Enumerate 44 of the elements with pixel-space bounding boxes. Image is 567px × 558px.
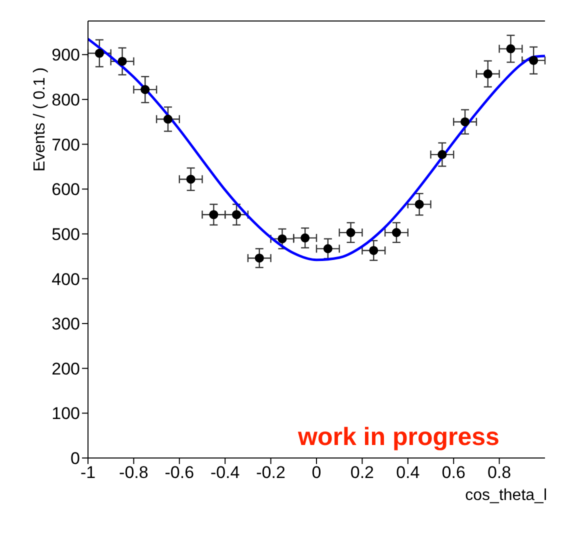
x-tick-label: 0.4 (396, 463, 420, 482)
y-tick-label: 600 (52, 180, 80, 200)
point (414, 200, 424, 209)
point (506, 44, 516, 54)
y-tick-label: 400 (52, 270, 80, 289)
point (232, 210, 242, 220)
point (163, 114, 172, 124)
x-tick-label: 0 (312, 463, 322, 482)
y-tick-label: 0 (70, 449, 80, 468)
point (323, 244, 332, 254)
x-tick-label: -1 (80, 463, 96, 482)
y-tick-label: 100 (52, 404, 80, 424)
annotation: work in progress (298, 423, 500, 452)
point (140, 85, 150, 94)
y-tick-label: 900 (52, 46, 80, 65)
y-tick-label: 300 (52, 314, 80, 334)
point (300, 233, 310, 242)
x-tick-label: 0.6 (442, 463, 466, 482)
line-series (88, 38, 545, 262)
point (529, 56, 538, 65)
y-tick-label: 500 (52, 224, 80, 244)
x-axis-title: cos_theta_l (465, 487, 547, 504)
point (346, 228, 356, 238)
x-tick-label: -0.6 (164, 463, 194, 482)
point (460, 117, 470, 126)
point (118, 56, 127, 66)
x-tick-label: 0.2 (350, 463, 374, 482)
point (209, 210, 218, 220)
point (278, 234, 287, 244)
x-tick-label: -0.4 (210, 463, 240, 482)
y-tick-label: 800 (52, 90, 80, 110)
x-tick-label: -0.8 (119, 463, 148, 482)
y-axis-title: Events / ( 0.1 ) (32, 67, 49, 172)
point (186, 174, 196, 184)
y-tick-label: 200 (52, 359, 80, 378)
point (254, 254, 264, 263)
y-tick-label: 700 (52, 135, 80, 154)
point (438, 150, 447, 160)
x-tick-label: 0.8 (487, 463, 512, 482)
x-tick-label: -0.2 (256, 463, 286, 482)
point (94, 48, 104, 58)
point (483, 69, 492, 78)
point (369, 246, 378, 255)
point (392, 228, 401, 238)
